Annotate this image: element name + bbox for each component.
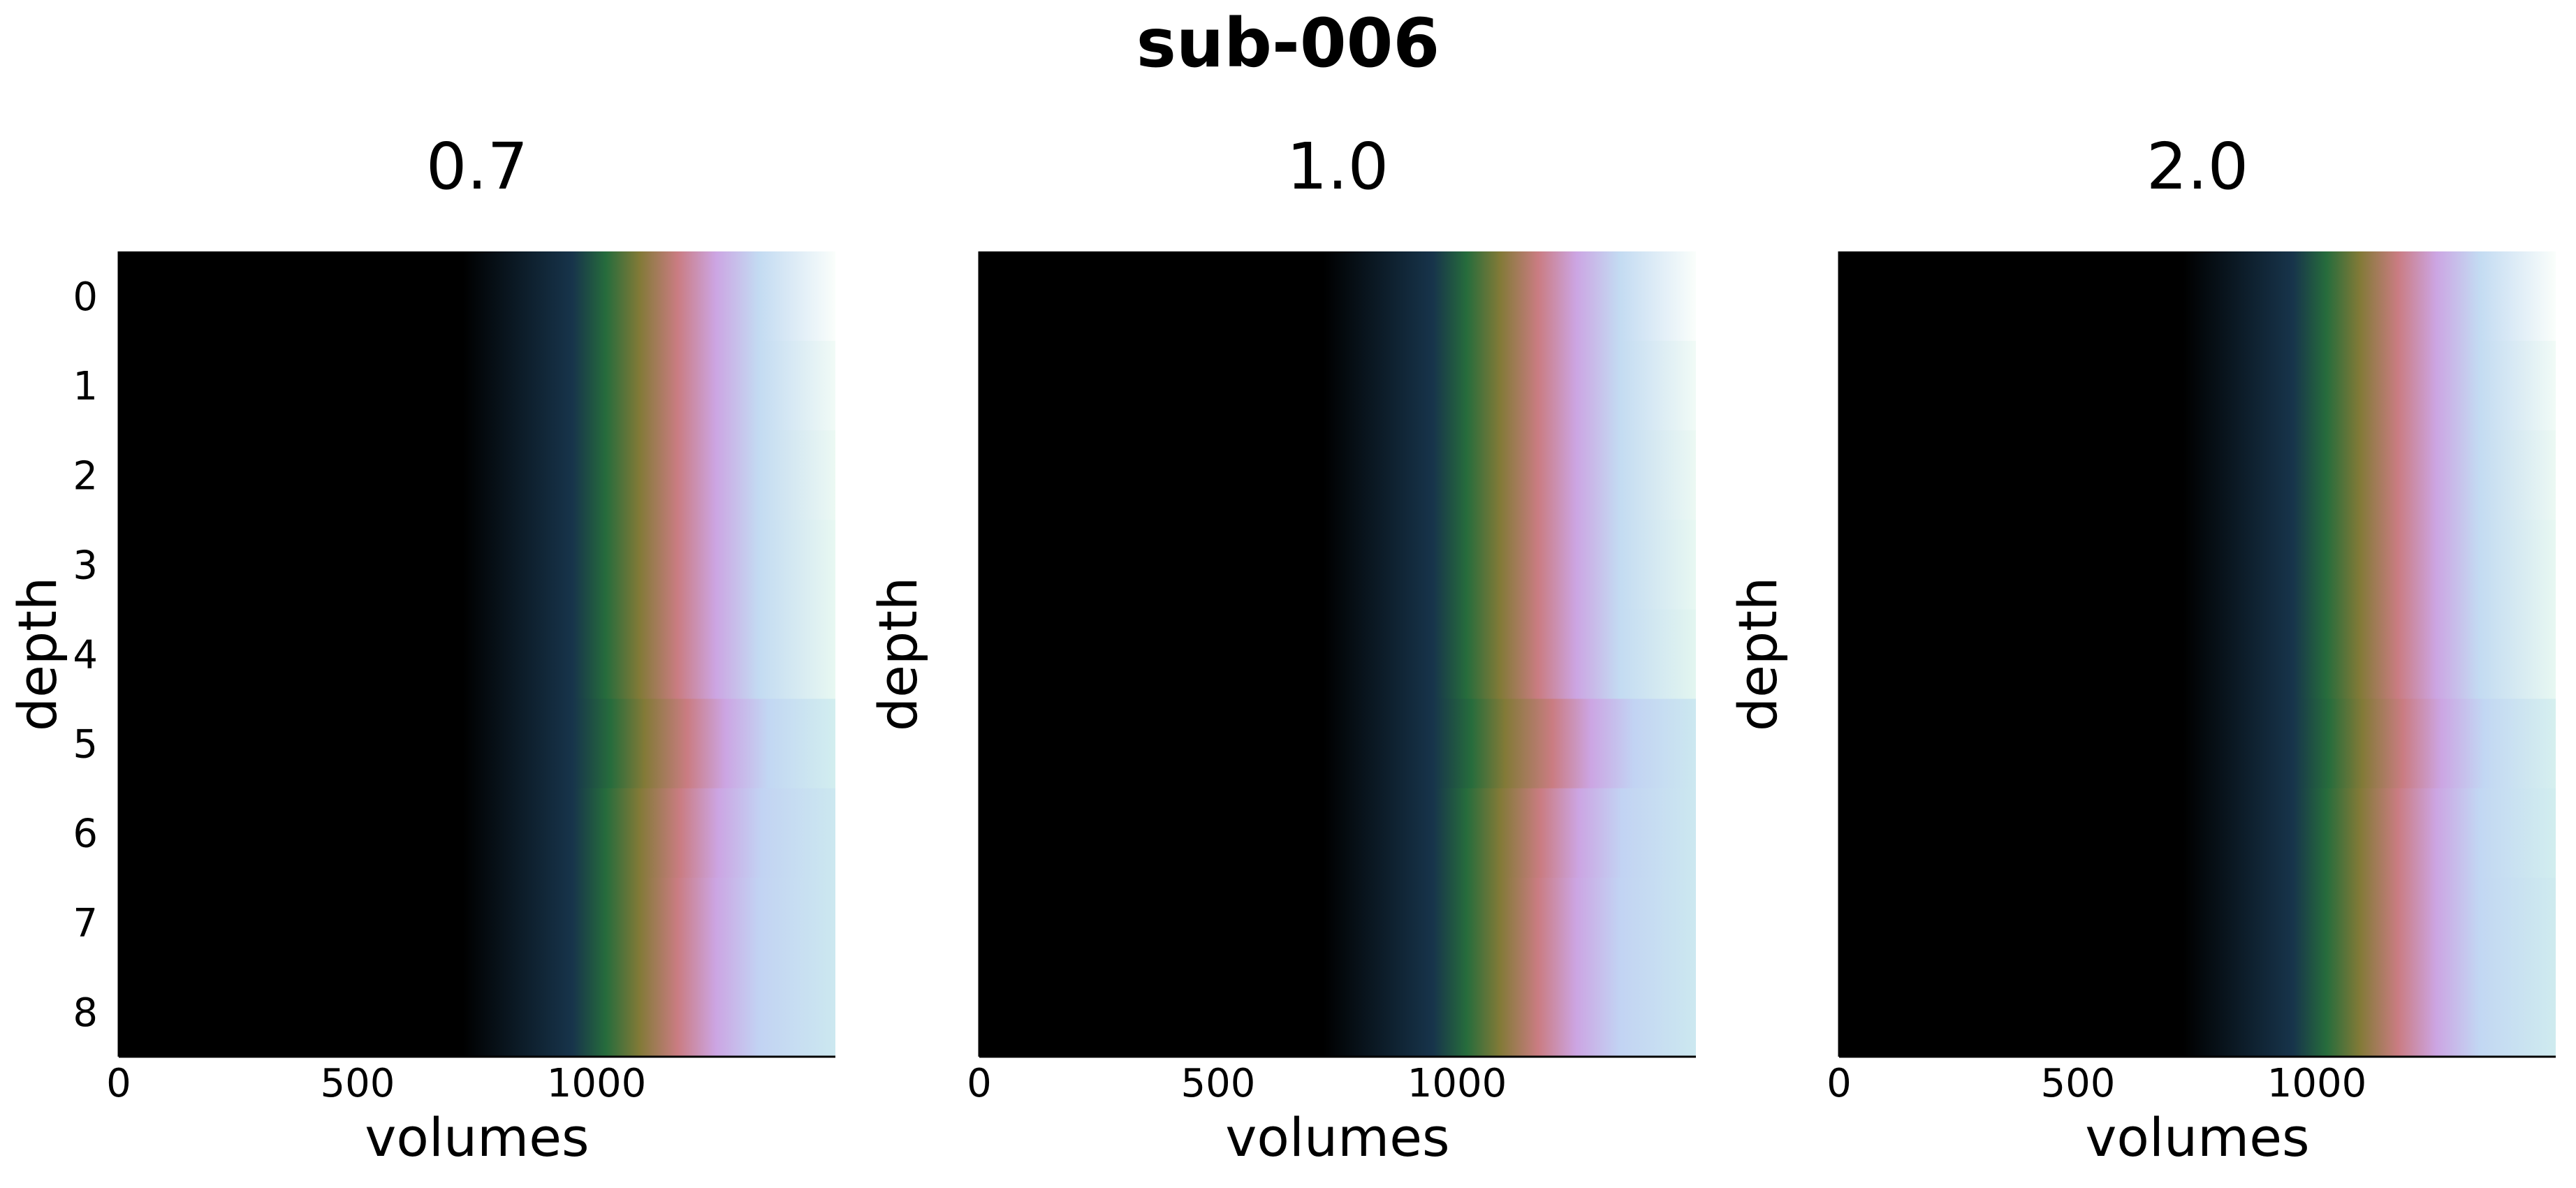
heatmap-row: [119, 967, 835, 1057]
x-tick-label: 0: [967, 1061, 992, 1106]
heatmap-row: [119, 251, 835, 342]
panel-title: 0.7: [426, 129, 528, 204]
heatmap-row: [979, 341, 1696, 432]
heatmap-row: [1839, 341, 2556, 432]
y-tick-label: 1: [73, 364, 98, 409]
figure-suptitle: sub-006: [1136, 4, 1440, 82]
heatmap-row: [1839, 251, 2556, 342]
heatmap-row: [979, 788, 1696, 879]
x-axis-label: volumes: [2085, 1106, 2309, 1168]
heatmap-row: [1839, 698, 2556, 789]
y-tick-label: 7: [73, 901, 98, 946]
x-axis-label: volumes: [365, 1106, 589, 1168]
heatmap-row: [1839, 609, 2556, 700]
heatmap-row: [119, 430, 835, 521]
panel-title: 1.0: [1287, 129, 1389, 204]
x-tick-label: 0: [106, 1061, 131, 1106]
heatmap-row: [1839, 788, 2556, 879]
y-axis-label: depth: [867, 577, 929, 731]
heatmap-row: [119, 788, 835, 879]
y-tick-label: 6: [73, 812, 98, 857]
x-tick-label: 1000: [547, 1061, 647, 1106]
y-tick-label: 8: [73, 990, 98, 1036]
heatmap-row: [979, 520, 1696, 610]
y-tick-label: 3: [73, 543, 98, 588]
y-axis-label: depth: [6, 577, 68, 731]
x-tick-label: 500: [2041, 1061, 2116, 1106]
heatmap-row: [1839, 430, 2556, 521]
heatmap-row: [119, 341, 835, 432]
heatmap-row: [979, 877, 1696, 968]
y-tick-label: 2: [73, 453, 98, 499]
y-axis-label: depth: [1727, 577, 1789, 731]
heatmap-row: [119, 520, 835, 610]
heatmap-row: [119, 609, 835, 700]
heatmap-panel: 0.7 0 500 1000 0 1 2 3 4 5 6 7 8 volumes depth: [6, 129, 835, 1168]
heatmap-row: [1839, 520, 2556, 610]
x-tick-label: 1000: [2267, 1061, 2367, 1106]
panel-title: 2.0: [2146, 129, 2248, 204]
heatmap-row: [1839, 877, 2556, 968]
x-tick-label: 500: [1181, 1061, 1256, 1106]
heatmap-row: [1839, 967, 2556, 1057]
y-tick-label: 5: [73, 722, 98, 768]
y-tick-label: 0: [73, 274, 98, 320]
heatmap-row: [979, 698, 1696, 789]
x-tick-label: 0: [1827, 1061, 1852, 1106]
x-tick-label: 500: [321, 1061, 395, 1106]
heatmap-row: [979, 251, 1696, 342]
heatmap-row: [979, 430, 1696, 521]
heatmap-row: [119, 698, 835, 789]
x-tick-label: 1000: [1407, 1061, 1507, 1106]
y-tick-label: 4: [73, 633, 98, 678]
heatmap-row: [119, 877, 835, 968]
heatmap-row: [979, 967, 1696, 1057]
heatmap-row: [979, 609, 1696, 700]
x-axis-label: volumes: [1225, 1106, 1449, 1168]
